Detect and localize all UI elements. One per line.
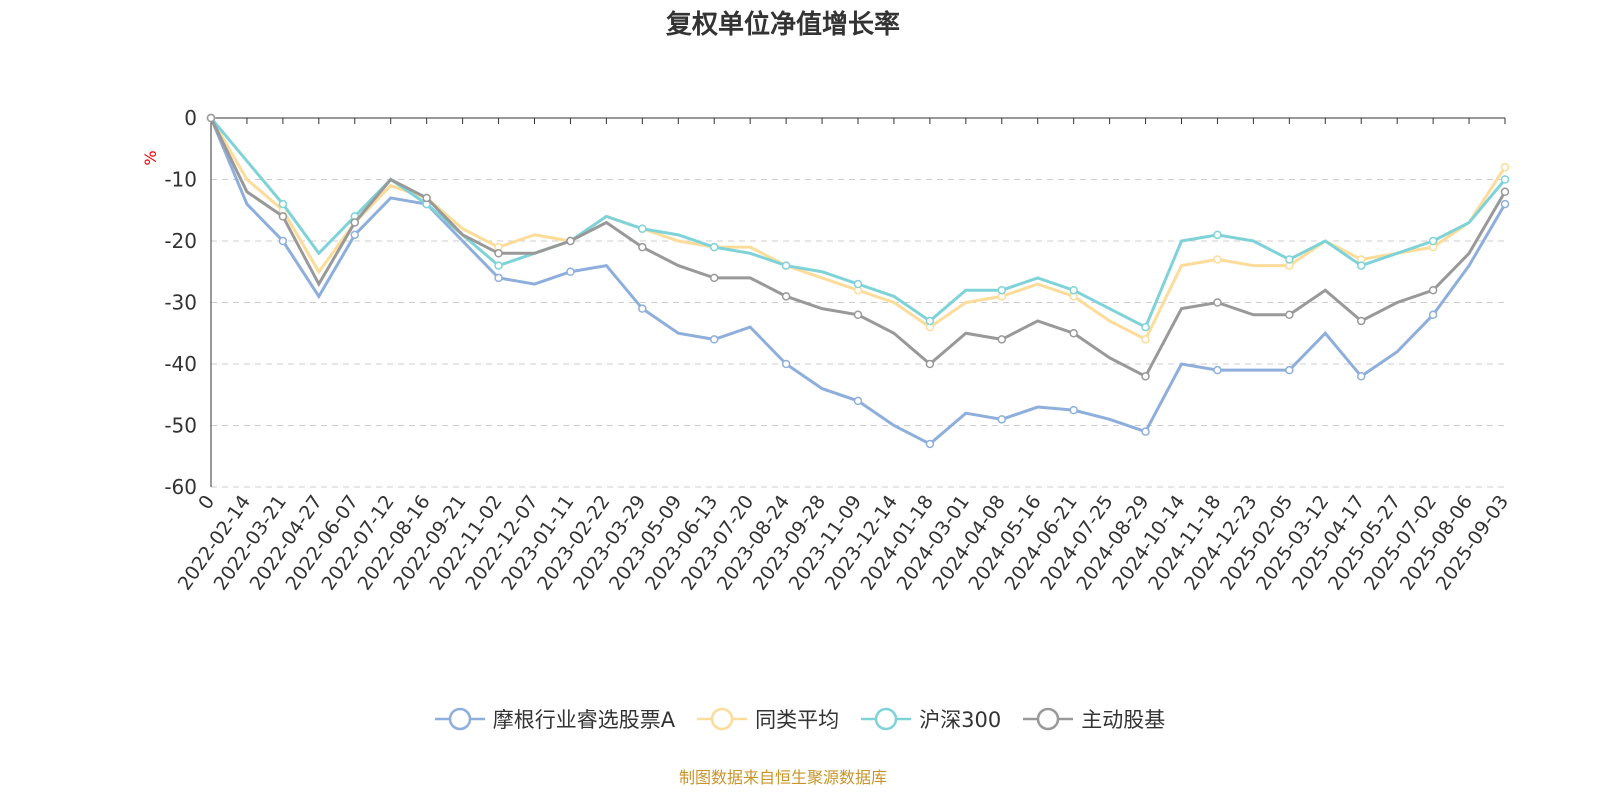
data-point xyxy=(1141,372,1150,381)
data-point xyxy=(638,242,647,252)
data-point xyxy=(1285,255,1294,264)
series-line xyxy=(209,117,1507,342)
data-point xyxy=(1285,365,1294,375)
data-point xyxy=(709,242,719,252)
y-tick-label: -10 xyxy=(164,168,197,192)
data-point xyxy=(781,261,791,270)
source-note: 制图数据来自恒生聚源数据库 xyxy=(678,768,887,787)
data-point xyxy=(350,218,360,227)
data-point xyxy=(1213,230,1222,240)
data-point xyxy=(1428,236,1438,246)
data-point xyxy=(1069,405,1078,415)
data-point xyxy=(1500,162,1510,172)
data-point xyxy=(1356,261,1366,270)
legend-marker-icon xyxy=(1023,707,1074,731)
data-point xyxy=(1285,310,1294,320)
legend-item[interactable]: 同类平均 xyxy=(697,704,839,734)
data-point xyxy=(1141,335,1150,344)
data-point xyxy=(853,396,863,406)
legend-item[interactable]: 主动股基 xyxy=(1023,704,1165,734)
legend-label: 主动股基 xyxy=(1081,708,1166,732)
data-point xyxy=(278,199,288,209)
data-point xyxy=(1356,372,1366,381)
legend-label: 同类平均 xyxy=(755,708,840,732)
data-point xyxy=(638,224,647,233)
data-point xyxy=(494,273,503,283)
data-point xyxy=(1069,329,1078,338)
y-tick-label: -60 xyxy=(164,475,197,499)
data-point xyxy=(422,193,431,203)
data-point xyxy=(1141,427,1150,436)
data-point xyxy=(1213,255,1222,264)
x-tick-label: 0 xyxy=(194,491,219,514)
data-point xyxy=(1428,310,1438,320)
data-point xyxy=(925,439,935,449)
data-point xyxy=(925,359,935,369)
y-axis-label: % xyxy=(141,150,160,165)
data-point xyxy=(997,415,1007,424)
data-point xyxy=(350,230,360,240)
legend-label: 沪深300 xyxy=(919,708,1002,732)
data-point xyxy=(1069,285,1078,295)
data-point xyxy=(494,261,503,270)
data-point xyxy=(853,310,863,320)
data-point xyxy=(997,285,1007,295)
data-point xyxy=(278,236,288,246)
data-point xyxy=(1428,285,1438,295)
y-tick-label: -30 xyxy=(164,291,197,315)
data-point xyxy=(781,359,791,369)
data-point xyxy=(278,212,288,221)
data-point xyxy=(853,279,863,289)
data-point xyxy=(206,113,216,123)
data-point xyxy=(566,236,575,246)
data-point xyxy=(997,335,1007,344)
legend-marker-icon xyxy=(861,707,912,731)
legend: 摩根行业睿选股票A 同类平均 沪深300 主动股基 xyxy=(0,704,1600,734)
legend-marker-icon xyxy=(697,707,748,731)
data-point xyxy=(638,304,647,313)
y-tick-label: -40 xyxy=(164,352,197,376)
series-line xyxy=(209,117,1507,330)
data-point xyxy=(566,267,575,276)
data-point xyxy=(1213,365,1222,375)
data-point xyxy=(1141,322,1150,332)
data-point xyxy=(709,335,719,344)
y-tick-label: -50 xyxy=(164,414,197,438)
data-point xyxy=(1500,187,1510,197)
y-tick-label: -20 xyxy=(164,229,197,253)
data-point xyxy=(1500,199,1510,209)
chart-title: 复权单位净值增长率 xyxy=(665,10,900,40)
legend-item[interactable]: 沪深300 xyxy=(861,704,1001,734)
data-point xyxy=(781,292,791,301)
data-point xyxy=(494,249,503,258)
data-point xyxy=(1500,175,1510,184)
y-tick-label: 0 xyxy=(184,106,197,130)
data-point xyxy=(1356,316,1366,326)
data-point xyxy=(709,273,719,283)
legend-item[interactable]: 摩根行业睿选股票A xyxy=(434,704,676,734)
data-point xyxy=(925,316,935,326)
data-point xyxy=(1213,298,1222,307)
legend-marker-icon xyxy=(434,707,485,731)
line-chart: 0-10-20-30-40-50-60%02022-02-142022-03-2… xyxy=(141,106,1513,594)
legend-label: 摩根行业睿选股票A xyxy=(492,708,676,732)
